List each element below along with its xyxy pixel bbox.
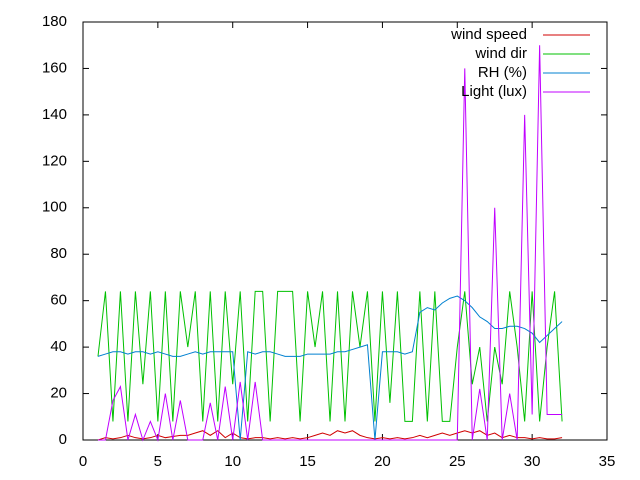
legend-label: Light (lux) (461, 83, 527, 100)
x-tick-label: 10 (224, 453, 241, 470)
series-line (97, 290, 563, 422)
x-tick-label: 35 (599, 453, 616, 470)
series-line (97, 45, 563, 442)
plot-border (82, 21, 608, 441)
y-tick-label: 40 (50, 338, 67, 355)
x-tick-label: 5 (154, 453, 162, 470)
x-tick-label: 25 (449, 453, 466, 470)
y-tick-label: 120 (42, 152, 67, 169)
legend-label: wind dir (474, 45, 527, 62)
series-line (97, 295, 563, 441)
y-tick-label: 60 (50, 292, 67, 309)
x-tick-label: 15 (299, 453, 316, 470)
y-tick-label: 0 (59, 431, 67, 448)
y-tick-label: 100 (42, 199, 67, 216)
x-tick-label: 30 (524, 453, 541, 470)
legend-label: RH (%) (478, 64, 527, 81)
y-tick-label: 180 (42, 13, 67, 30)
legend-label: wind speed (450, 26, 527, 43)
y-tick-label: 80 (50, 245, 67, 262)
x-tick-label: 20 (374, 453, 391, 470)
series-line (97, 430, 563, 441)
y-tick-label: 160 (42, 59, 67, 76)
x-tick-label: 0 (79, 453, 87, 470)
y-tick-label: 140 (42, 106, 67, 123)
y-tick-label: 20 (50, 385, 67, 402)
